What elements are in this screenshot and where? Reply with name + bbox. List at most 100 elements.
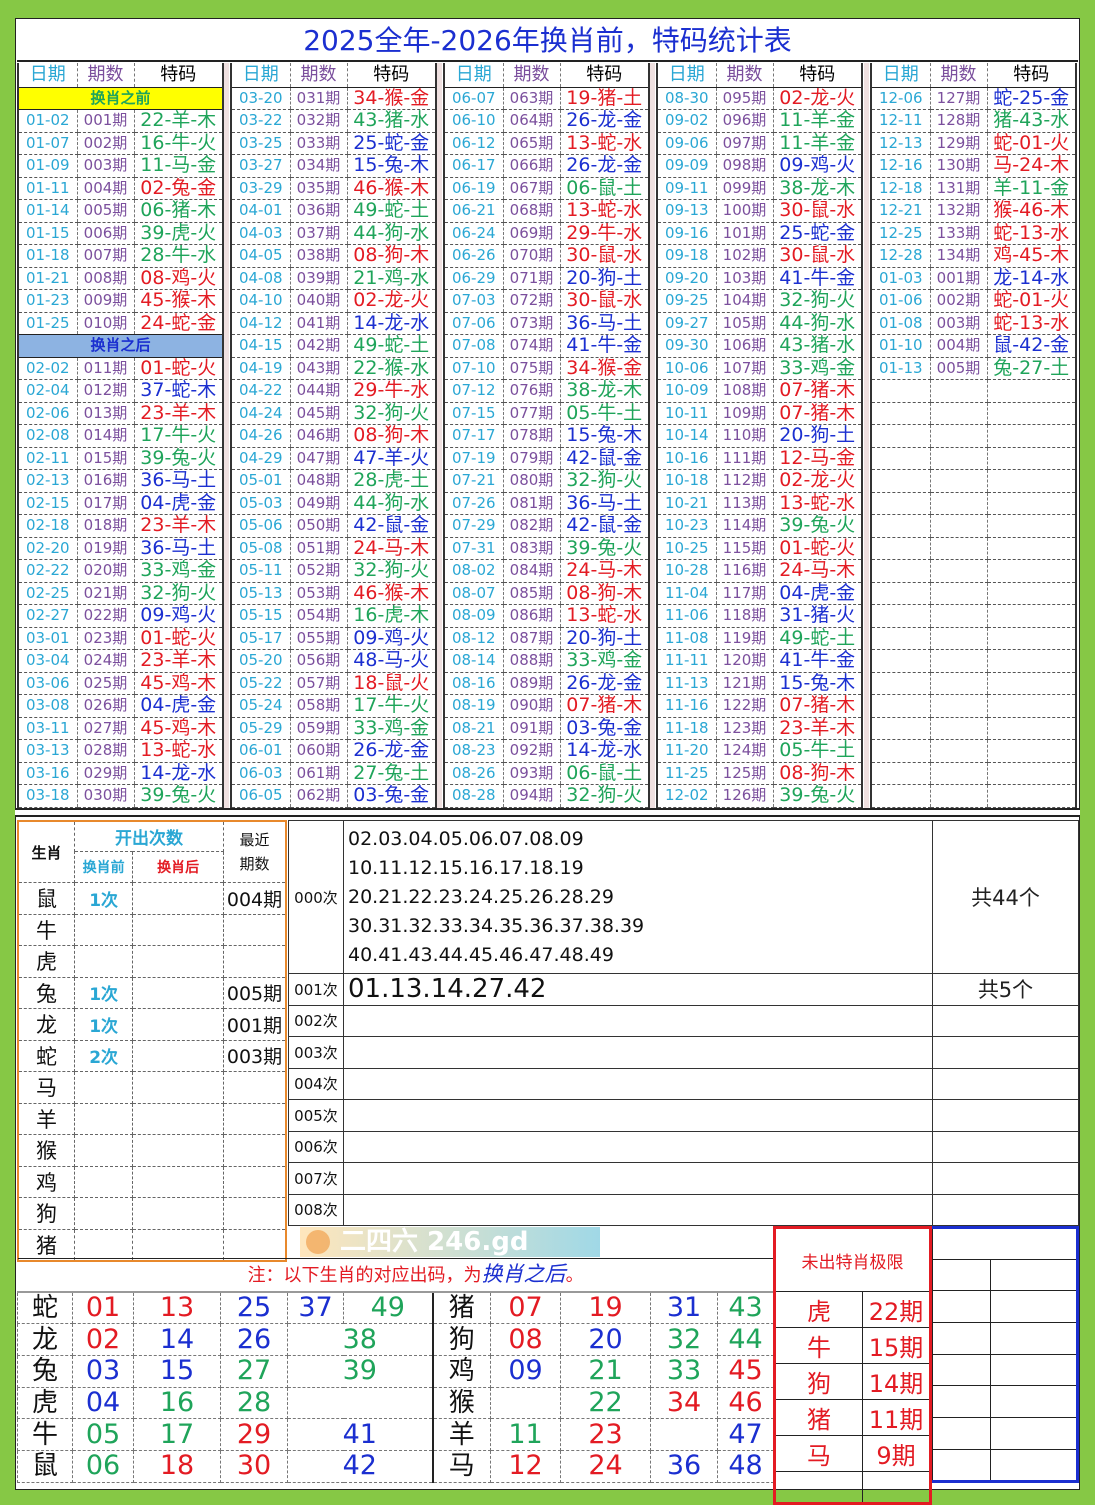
- zodiac-number: 33: [650, 1354, 718, 1388]
- draw-row: 09-11 099期 38-龙-木: [658, 177, 861, 200]
- draw-date: 11-13: [658, 672, 716, 695]
- header-code: 特码: [346, 63, 435, 88]
- draw-code: 46-猴-木: [346, 582, 435, 605]
- draw-period: 134期: [929, 244, 987, 268]
- frequency-key: 000次: [288, 820, 344, 974]
- count-before: 1次: [73, 976, 134, 1009]
- draw-date: 12-11: [872, 109, 930, 133]
- draw-code: 11-羊-金: [772, 132, 861, 155]
- draw-row: 01-10 004期 鼠-42-金: [872, 334, 1075, 358]
- draw-code: 14-龙-水: [346, 312, 435, 335]
- draw-period: 062期: [289, 784, 347, 808]
- frequency-total: [932, 1067, 1079, 1100]
- draw-date: 01-09: [19, 154, 77, 178]
- draw-row: 06-29 071期 20-狗-土: [445, 267, 648, 290]
- draw-row: 01-09 003期 11-马-金: [19, 154, 222, 178]
- draw-date: 01-25: [19, 312, 77, 335]
- draw-date: 12-18: [872, 177, 930, 200]
- draw-date: 12-28: [872, 244, 930, 268]
- draw-row: 04-22 044期 29-牛-水: [232, 379, 435, 403]
- draw-row: 03-25 033期 25-蛇-金: [232, 132, 435, 155]
- empty-cell: [872, 762, 930, 785]
- blank-cell: [990, 1417, 1078, 1450]
- draw-date: 06-19: [445, 177, 503, 200]
- draw-date: 10-21: [658, 492, 716, 515]
- draw-row: 01-06 002期 蛇-01-火: [872, 289, 1075, 313]
- zodiac-name: 兔: [17, 976, 75, 1009]
- draw-code: 30-鼠-水: [559, 289, 648, 313]
- draw-code: 44-狗-水: [346, 222, 435, 245]
- draw-period: 116期: [715, 559, 773, 583]
- draw-row: 07-26 081期 36-马-土: [445, 492, 648, 515]
- draw-row: 12-21 132期 猴-46-木: [872, 199, 1075, 223]
- draw-period: 005期: [929, 357, 987, 380]
- empty-cell: [872, 469, 930, 493]
- draw-row: 11-25 125期 08-狗-木: [658, 762, 861, 785]
- draw-date: 05-11: [232, 559, 290, 583]
- frequency-total: 共5个: [932, 973, 1079, 1006]
- zodiac-number: 38: [287, 1323, 433, 1356]
- empty-cell: [986, 582, 1075, 605]
- draw-code: 02-龙-火: [346, 289, 435, 313]
- draw-code: 14-龙-水: [133, 762, 222, 785]
- draw-period: 076期: [502, 379, 560, 403]
- draw-row: 12-16 130期 马-24-木: [872, 154, 1075, 178]
- zodiac-number: 14: [133, 1323, 221, 1356]
- draw-period: 011期: [76, 357, 134, 380]
- note-prefix: 注：以下生肖的对应出码，为: [247, 1265, 482, 1286]
- draw-period: 001期: [76, 109, 134, 133]
- draw-period: 119期: [715, 627, 773, 650]
- draw-row: 10-06 107期 33-鸡-金: [658, 357, 861, 380]
- header-date: 日期: [658, 63, 716, 88]
- empty-cell: [929, 469, 987, 493]
- group-1: 日期 期数 特码 换肖之前 01-02 001期 22-羊-木 01-07 002期 16-牛-火…: [17, 63, 224, 808]
- draw-period: 080期: [502, 469, 560, 493]
- frequency-row: 004次: [288, 1067, 1079, 1100]
- draw-period: 034期: [289, 154, 347, 178]
- empty-cell: [872, 649, 930, 673]
- draw-date: 08-19: [445, 694, 503, 718]
- draw-date: 09-18: [658, 244, 716, 268]
- draw-date: 08-07: [445, 582, 503, 605]
- draw-date: 08-09: [445, 604, 503, 628]
- draw-code: 45-鸡-木: [133, 717, 222, 740]
- draw-code: 24-蛇-金: [133, 312, 222, 335]
- draw-code: 34-猴-金: [559, 357, 648, 380]
- draw-date: 10-14: [658, 424, 716, 448]
- note-suffix: 。: [565, 1265, 584, 1286]
- empty-cell: [986, 649, 1075, 673]
- count-before: [73, 1228, 134, 1261]
- draw-date: 04-12: [232, 312, 290, 335]
- frequency-row: 003次: [288, 1036, 1079, 1069]
- draw-row: 05-01 048期 28-虎-土: [232, 469, 435, 493]
- draw-code: 26-龙-金: [559, 109, 648, 133]
- draw-period: 025期: [76, 672, 134, 695]
- frequency-row: 007次: [288, 1162, 1079, 1195]
- draw-code: 15-兔-木: [559, 424, 648, 448]
- frequency-total: 共44个: [932, 820, 1079, 974]
- draw-date: 08-16: [445, 672, 503, 695]
- draw-code: 33-鸡-金: [772, 357, 861, 380]
- empty-cell: [986, 604, 1075, 628]
- draw-date: 11-06: [658, 604, 716, 628]
- draw-period: 064期: [502, 109, 560, 133]
- draw-period: 109期: [715, 402, 773, 425]
- draw-code: 03-兔-金: [346, 784, 435, 808]
- frequency-key: 006次: [288, 1130, 344, 1163]
- draw-row: 07-31 083期 39-兔-火: [445, 537, 648, 560]
- draw-date: 11-08: [658, 627, 716, 650]
- blank-cell: [931, 1353, 992, 1387]
- draw-code: 19-猪-土: [559, 87, 648, 110]
- draw-period: 048期: [289, 469, 347, 493]
- number-line: 02.03.04.05.06.07.08.09: [348, 827, 584, 850]
- zodiac-number: 31: [650, 1291, 718, 1325]
- missing-limit-row: 狗 14期: [774, 1363, 931, 1400]
- draw-period: 088期: [502, 649, 560, 673]
- zodiac-name: 猪: [431, 1291, 491, 1325]
- count-before: [73, 1071, 134, 1104]
- draw-date: 04-03: [232, 222, 290, 245]
- draw-period: 092期: [502, 739, 560, 763]
- draw-code: 05-牛-土: [772, 739, 861, 763]
- draw-code: 29-牛-水: [346, 379, 435, 403]
- draw-period: 003期: [76, 154, 134, 178]
